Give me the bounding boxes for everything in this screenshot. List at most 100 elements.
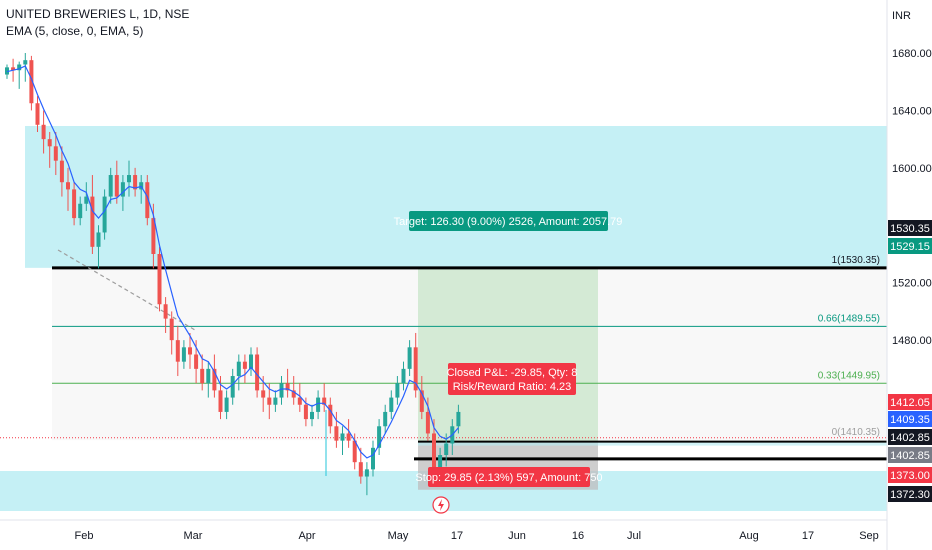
- candle-body: [291, 390, 296, 398]
- entry-band: [418, 441, 887, 446]
- target-label: Target: 126.30 (9.00%) 2526, Amount: 205…: [394, 216, 623, 228]
- price-tag-label: 1409.35: [890, 414, 930, 426]
- candle-body: [17, 64, 22, 71]
- price-tag-label: 1530.35: [890, 223, 930, 235]
- candle-body: [163, 304, 168, 319]
- candle-body: [389, 397, 394, 412]
- candle-body: [108, 175, 113, 197]
- x-tick-label: Aug: [739, 530, 759, 542]
- candle-body: [53, 146, 58, 161]
- fib-level-label: 1(1530.35): [832, 255, 880, 266]
- candle-body: [303, 404, 308, 420]
- target-zone: [418, 267, 598, 442]
- currency-label: INR: [892, 10, 911, 22]
- price-tag-label: 1402.85: [890, 432, 930, 444]
- price-tag-label: 1412.05: [890, 397, 930, 409]
- candle-body: [456, 411, 461, 427]
- candle-body: [133, 175, 138, 190]
- candle-body: [267, 397, 272, 405]
- x-tick-label: 16: [572, 530, 584, 542]
- candle-body: [72, 189, 77, 219]
- candle-body: [334, 426, 339, 441]
- candle-body: [236, 361, 241, 377]
- candle-body: [438, 455, 443, 470]
- candle-body: [364, 469, 369, 477]
- y-tick-label: 1640.00: [892, 105, 932, 117]
- closed-pnl-label: Closed P&L: -29.85, Qty: 8: [447, 367, 578, 379]
- candle-body: [407, 347, 412, 369]
- lightning-icon: [438, 499, 444, 511]
- x-tick-label: May: [388, 530, 409, 542]
- candle-body: [5, 67, 9, 75]
- y-tick-label: 1680.00: [892, 48, 932, 60]
- price-tag-box: [888, 447, 932, 463]
- candle-body: [419, 390, 424, 412]
- candle-body: [194, 354, 199, 369]
- candle-body: [78, 203, 83, 219]
- x-tick-label: Jul: [627, 530, 641, 542]
- candle-body: [35, 103, 40, 125]
- zones-layer: [0, 126, 887, 511]
- candle-body: [242, 361, 247, 369]
- candle-body: [279, 383, 284, 398]
- candle-body: [175, 340, 180, 362]
- candle-body: [358, 462, 363, 477]
- candles-layer: [5, 53, 461, 496]
- x-tick-label: Jun: [508, 530, 526, 542]
- candle-body: [66, 182, 70, 190]
- candle-body: [23, 60, 28, 65]
- candle-body: [432, 433, 436, 470]
- indicator-legend: EMA (5, close, 0, EMA, 5): [6, 24, 144, 38]
- x-tick-label: Mar: [184, 530, 203, 542]
- candle-body: [273, 397, 278, 405]
- upper-zone: [25, 126, 887, 268]
- candle-body: [285, 383, 290, 391]
- candle-body: [181, 347, 186, 362]
- x-tick-label: Feb: [75, 530, 94, 542]
- candle-body: [316, 397, 321, 412]
- candle-body: [352, 440, 357, 463]
- price-tag-box: [888, 238, 932, 254]
- fib-level-label: 0.66(1489.55): [818, 313, 880, 324]
- candle-body: [102, 196, 107, 233]
- candle-body: [157, 254, 162, 305]
- candle-body: [90, 196, 95, 247]
- closed-label-box: [448, 363, 576, 395]
- fib-level-label: 0(1410.35): [832, 427, 880, 438]
- candle-body: [328, 404, 333, 427]
- candle-body: [120, 182, 125, 197]
- candle-body: [444, 443, 449, 455]
- candle-body: [224, 397, 229, 412]
- ema-line: [6, 65, 459, 459]
- price-tag-box: [888, 429, 932, 445]
- candle-body: [377, 426, 382, 448]
- x-tick-label: Apr: [298, 530, 315, 542]
- candle-body: [145, 182, 150, 219]
- y-tick-label: 1480.00: [892, 335, 932, 347]
- y-tick-label: 1600.00: [892, 163, 932, 175]
- candle-body: [114, 175, 119, 197]
- trend-line: [57, 249, 196, 331]
- fib-level-label: 0.33(1449.95): [818, 370, 880, 381]
- stop-label: Stop: 29.85 (2.13%) 597, Amount: 750: [415, 472, 602, 484]
- candle-body: [261, 390, 266, 398]
- price-tag-box: [888, 411, 932, 427]
- candle-body: [84, 196, 89, 204]
- candle-body: [151, 218, 156, 254]
- candle-body: [41, 124, 46, 140]
- candle-body: [425, 411, 430, 434]
- candle-body: [96, 232, 101, 247]
- candle-body: [297, 397, 302, 405]
- candle-body: [188, 347, 192, 355]
- x-tick-label: 17: [802, 530, 814, 542]
- candle-body: [310, 411, 314, 420]
- candle-body: [230, 376, 235, 398]
- candle-body: [340, 433, 345, 441]
- candle-body: [206, 368, 211, 384]
- candle-body: [11, 67, 16, 71]
- chart-header: UNITED BREWERIES L, 1D, NSE EMA (5, clos…: [6, 6, 189, 40]
- candle-body: [395, 383, 400, 398]
- candle-body: [200, 368, 205, 384]
